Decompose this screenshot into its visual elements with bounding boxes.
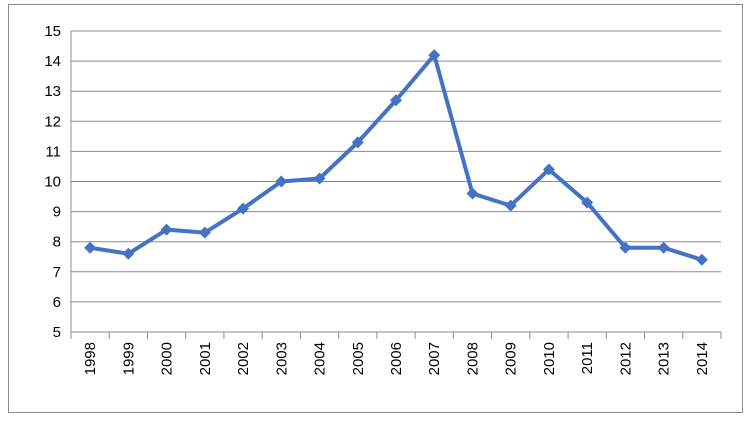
x-tick-label-1998: 1998 xyxy=(82,342,99,375)
data-point-2008 xyxy=(466,187,479,200)
y-tick-label-13: 13 xyxy=(44,83,61,100)
x-tick-label-2001: 2001 xyxy=(197,342,214,375)
axes xyxy=(70,31,722,339)
x-tick-label-2004: 2004 xyxy=(312,342,329,375)
data-point-1998 xyxy=(84,241,97,254)
y-tick-label-5: 5 xyxy=(53,324,61,341)
x-tick-label-2005: 2005 xyxy=(350,342,367,375)
data-point-2005 xyxy=(351,136,364,149)
x-tick-label-2014: 2014 xyxy=(694,342,711,375)
data-point-2002 xyxy=(237,202,250,215)
x-tick-label-2008: 2008 xyxy=(464,342,481,375)
x-tick-label-2010: 2010 xyxy=(541,342,558,375)
series-line-0 xyxy=(89,53,703,262)
x-tick-label-2009: 2009 xyxy=(503,342,520,375)
y-tick-label-14: 14 xyxy=(44,53,61,70)
y-tick-label-11: 11 xyxy=(45,143,61,160)
data-point-2000 xyxy=(160,223,173,236)
y-tick-label-9: 9 xyxy=(53,204,61,221)
gridlines xyxy=(71,30,721,333)
y-tick-label-10: 10 xyxy=(44,174,61,191)
data-point-2003 xyxy=(275,175,288,188)
data-point-2001 xyxy=(198,226,211,239)
data-point-2006 xyxy=(390,94,402,107)
data-point-2014 xyxy=(695,253,708,266)
x-tick-label-2000: 2000 xyxy=(159,342,176,375)
x-tick-label-2012: 2012 xyxy=(617,342,634,375)
data-point-2007 xyxy=(428,49,441,62)
x-tick-label-2011: 2011 xyxy=(579,342,596,374)
y-tick-label-6: 6 xyxy=(53,294,61,311)
x-tick-label-2007: 2007 xyxy=(426,342,443,375)
data-point-2009 xyxy=(504,199,517,212)
x-tick-label-2002: 2002 xyxy=(235,342,252,375)
x-tick-label-2006: 2006 xyxy=(388,342,405,375)
y-tick-label-7: 7 xyxy=(53,264,61,281)
data-point-1999 xyxy=(122,247,135,260)
y-tick-label-8: 8 xyxy=(53,234,61,251)
data-point-2013 xyxy=(657,241,670,254)
y-tick-label-12: 12 xyxy=(44,113,61,130)
chart-frame xyxy=(8,4,743,413)
tick-labels: 5 6 7 8 9 10 11 12 13 14 15 1998 1999 2000 2001 2002 200… xyxy=(44,23,711,375)
data-point-2004 xyxy=(313,172,326,185)
y-tick-label-15: 15 xyxy=(44,23,61,40)
series-layer xyxy=(84,49,708,266)
x-tick-label-2013: 2013 xyxy=(656,342,673,375)
x-tick-label-2003: 2003 xyxy=(273,342,290,375)
data-point-2012 xyxy=(619,241,632,254)
x-tick-label-1999: 1999 xyxy=(120,342,137,375)
data-point-2010 xyxy=(542,163,555,176)
data-point-2011 xyxy=(581,196,594,209)
